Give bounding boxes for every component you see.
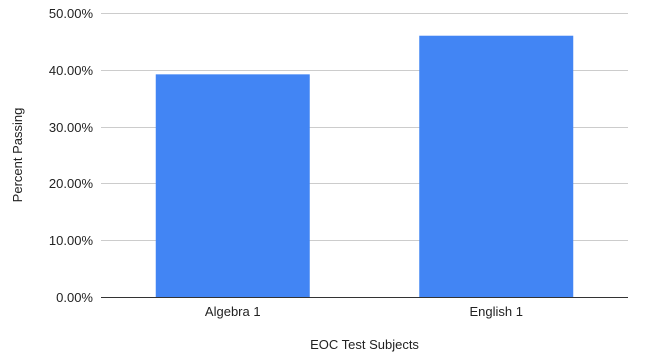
bar-algebra-1 bbox=[155, 74, 310, 298]
y-tick-label: 10.00% bbox=[49, 233, 94, 248]
x-tick-label: Algebra 1 bbox=[205, 304, 261, 319]
x-tick-label: English 1 bbox=[470, 304, 523, 319]
y-axis-ticks: 0.00% 10.00% 20.00% 30.00% 40.00% 50.00% bbox=[49, 6, 94, 305]
x-axis-title: EOC Test Subjects bbox=[310, 337, 419, 352]
y-tick-label: 50.00% bbox=[49, 6, 94, 21]
y-axis-title: Percent Passing bbox=[10, 108, 25, 203]
y-tick-label: 40.00% bbox=[49, 63, 94, 78]
bars bbox=[155, 35, 574, 298]
y-tick-label: 0.00% bbox=[56, 290, 93, 305]
x-axis-ticks: Algebra 1 English 1 bbox=[205, 304, 523, 319]
bar-english-1 bbox=[419, 35, 574, 297]
y-tick-label: 20.00% bbox=[49, 176, 94, 191]
y-tick-label: 30.00% bbox=[49, 120, 94, 135]
